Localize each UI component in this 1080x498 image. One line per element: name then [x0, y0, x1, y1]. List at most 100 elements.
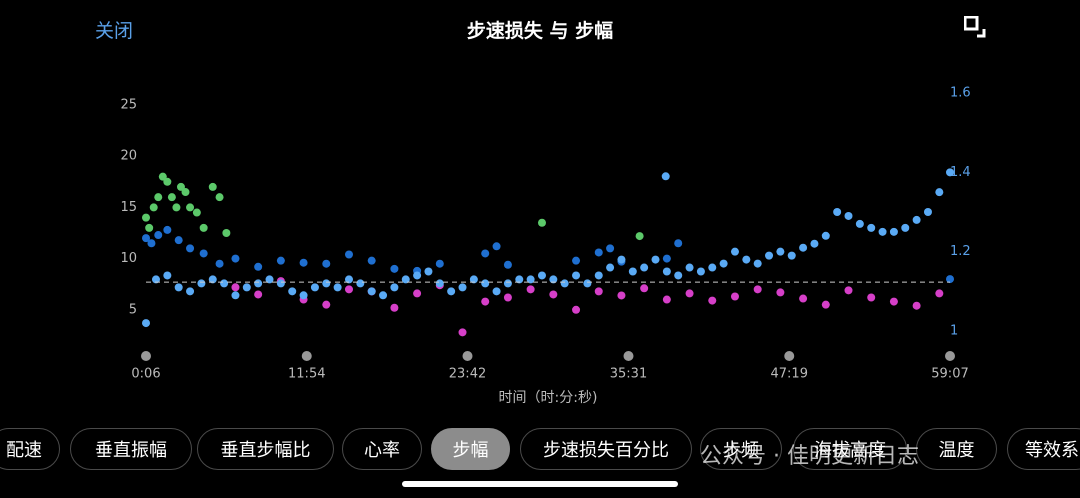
data-point: [594, 287, 603, 296]
chart: 5 10 15 20 25 1 1.2 1.4 1.6 0:06 11:54 23:42 35:31 47…: [120, 86, 971, 407]
data-point: [651, 255, 660, 264]
tab[interactable]: 配速: [0, 428, 60, 470]
data-point: [662, 254, 671, 263]
data-point: [242, 283, 251, 292]
data-point: [142, 319, 150, 328]
data-point: [867, 223, 876, 232]
data-point: [526, 275, 535, 284]
data-point: [458, 283, 467, 292]
data-point: [172, 203, 181, 212]
data-point: [215, 259, 224, 268]
data-point: [344, 250, 353, 259]
data-point: [254, 279, 263, 288]
watermark: 公众号 · 佳明更新日志: [700, 444, 919, 469]
data-point: [390, 303, 399, 312]
data-point: [844, 286, 853, 295]
data-point: [254, 290, 263, 299]
data-point: [199, 249, 208, 258]
close-button[interactable]: 关闭: [95, 20, 134, 42]
home-indicator: [402, 481, 678, 487]
fullscreen-icon[interactable]: [964, 16, 986, 38]
tab[interactable]: 温度: [916, 428, 997, 470]
data-point: [606, 244, 615, 253]
y-tick-label: 15: [120, 200, 137, 215]
data-point: [776, 288, 785, 297]
data-point: [186, 203, 195, 212]
data-point: [935, 188, 944, 197]
data-point: [730, 247, 739, 256]
data-point: [149, 203, 158, 212]
data-point: [186, 244, 195, 253]
data-point: [617, 255, 626, 264]
data-point: [719, 259, 728, 268]
data-point: [197, 279, 206, 288]
data-point: [142, 234, 150, 243]
data-point: [231, 291, 240, 300]
x-tick-dot: [945, 351, 955, 361]
data-point: [583, 279, 592, 288]
data-point: [662, 267, 671, 276]
data-point: [344, 285, 353, 294]
data-point: [696, 267, 705, 276]
tab[interactable]: 等效系: [1007, 428, 1080, 470]
data-point: [322, 279, 331, 288]
data-point: [481, 279, 490, 288]
data-point: [379, 291, 388, 300]
data-point: [276, 256, 285, 265]
data-point: [878, 227, 887, 236]
data-point: [537, 218, 546, 227]
data-point: [572, 271, 581, 280]
data-point: [142, 213, 150, 222]
tab[interactable]: 步幅: [431, 428, 510, 470]
data-point: [912, 301, 921, 310]
data-point: [537, 271, 546, 280]
data-point: [640, 263, 649, 272]
data-point: [617, 291, 626, 300]
data-point: [923, 208, 932, 216]
data-point: [765, 251, 774, 260]
x-tick-dot: [784, 351, 795, 361]
tab[interactable]: 步频: [700, 428, 782, 470]
y2-tick-label: 1: [950, 324, 958, 339]
y-tick-label: 20: [120, 149, 137, 164]
data-point: [310, 283, 319, 292]
x-tick-dot: [462, 351, 473, 361]
tab[interactable]: 垂直振幅: [70, 428, 192, 470]
tab[interactable]: 海拔高度: [793, 428, 907, 470]
tab[interactable]: 垂直步幅比: [197, 428, 334, 470]
x-tick-label: 0:06: [131, 367, 160, 382]
data-point: [367, 287, 376, 296]
data-point: [810, 239, 819, 248]
data-point: [163, 177, 172, 186]
data-point: [867, 293, 876, 302]
x-tick-dot: [141, 351, 151, 361]
data-point: [154, 231, 163, 240]
data-point: [901, 223, 910, 232]
data-point: [401, 275, 410, 284]
data-point: [220, 279, 229, 288]
data-point: [503, 279, 512, 288]
y2-tick-label: 1.6: [950, 86, 971, 101]
data-point: [889, 297, 898, 306]
data-point: [946, 275, 954, 284]
data-point: [147, 239, 156, 248]
data-point: [572, 305, 581, 314]
data-point: [367, 256, 376, 265]
tab[interactable]: 步速损失百分比: [520, 428, 692, 470]
data-point: [481, 249, 490, 258]
data-point: [821, 300, 830, 309]
data-point: [606, 263, 615, 272]
y-tick-label: 25: [120, 98, 137, 113]
data-point: [199, 223, 208, 232]
data-point: [265, 275, 274, 284]
tab[interactable]: 心率: [342, 428, 422, 470]
data-point: [935, 289, 944, 298]
data-point: [662, 295, 671, 304]
data-point: [549, 290, 558, 299]
data-point: [844, 211, 853, 220]
data-point: [208, 275, 217, 284]
data-point: [151, 275, 160, 284]
y-tick-label: 5: [129, 302, 137, 317]
data-point: [685, 289, 694, 298]
